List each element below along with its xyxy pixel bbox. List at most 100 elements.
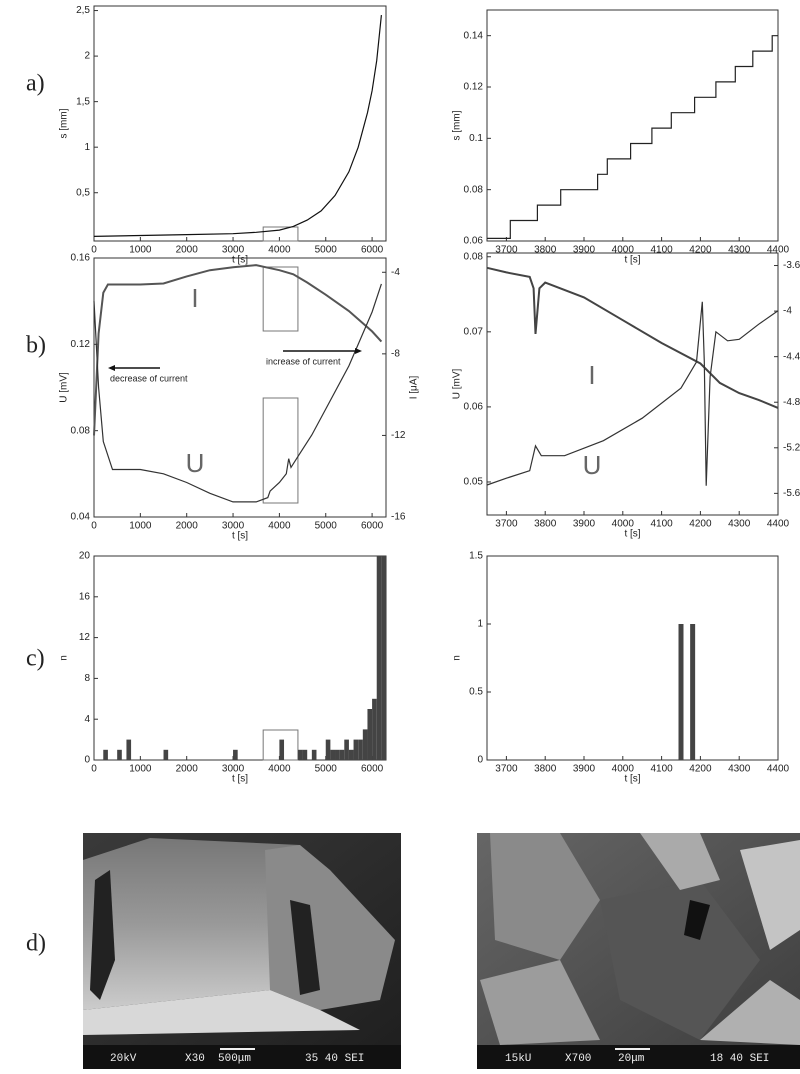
plot-frame bbox=[93, 5, 387, 242]
x-tick-label: 4400 bbox=[767, 519, 790, 530]
x-tick-label: 3800 bbox=[534, 519, 557, 530]
x-axis-label: t [s] bbox=[624, 255, 640, 266]
x-tick-label: 0 bbox=[91, 245, 97, 256]
x-tick-label: 2000 bbox=[176, 521, 199, 532]
x-axis-label: t [s] bbox=[232, 255, 248, 266]
x-tick-label: 4200 bbox=[689, 519, 712, 530]
panel-label: d) bbox=[26, 931, 46, 957]
x-axis-label: t [s] bbox=[232, 774, 248, 785]
x-tick-label: 3900 bbox=[573, 764, 596, 775]
histogram-bar bbox=[367, 709, 373, 760]
grain-facet bbox=[740, 840, 800, 950]
y-tick-label: 0.06 bbox=[464, 236, 484, 247]
x-axis-label: t [s] bbox=[232, 531, 248, 542]
plot-frame bbox=[486, 252, 779, 516]
x-tick-label: 0 bbox=[91, 521, 97, 532]
curve-label: I bbox=[588, 360, 595, 390]
y2-tick-label: -5.2 bbox=[783, 442, 800, 453]
data-line bbox=[486, 266, 779, 409]
panel-label: a) bbox=[26, 71, 45, 97]
data-line bbox=[93, 264, 383, 436]
x-tick-label: 1000 bbox=[129, 245, 152, 256]
grain-facet bbox=[480, 960, 600, 1045]
annotation: increase of current bbox=[266, 356, 341, 366]
y-tick-label: 1,5 bbox=[76, 96, 90, 107]
image-label: 20kV bbox=[110, 1053, 137, 1065]
x-tick-label: 3700 bbox=[495, 519, 518, 530]
histogram-bar bbox=[233, 749, 238, 760]
y-tick-label: 4 bbox=[84, 714, 90, 725]
image-label: 15kU bbox=[505, 1053, 531, 1065]
y-axis-label: s [mm] bbox=[452, 110, 463, 140]
x-tick-label: 4100 bbox=[650, 245, 673, 256]
wire-edge bbox=[83, 990, 360, 1035]
annotation: decrease of current bbox=[110, 373, 188, 383]
x-tick-label: 3700 bbox=[495, 245, 518, 256]
histogram-bar bbox=[117, 749, 122, 760]
image-label: 18 40 SEI bbox=[710, 1053, 769, 1065]
y2-tick-label: -12 bbox=[391, 430, 406, 441]
x-tick-label: 1000 bbox=[129, 521, 152, 532]
x-tick-label: 6000 bbox=[361, 245, 384, 256]
histogram-bar bbox=[376, 556, 382, 760]
sem-image: 15kU X700 20μm 18 40 SEI bbox=[477, 833, 800, 1069]
y-tick-label: 0.08 bbox=[71, 425, 91, 436]
curve-label: U bbox=[186, 448, 205, 478]
x-tick-label: 4200 bbox=[689, 764, 712, 775]
grain-gap bbox=[684, 900, 710, 940]
x-axis-label: t [s] bbox=[624, 529, 640, 540]
x-tick-label: 5000 bbox=[315, 521, 338, 532]
zoom-box bbox=[262, 397, 299, 504]
y-axis-label: n bbox=[59, 655, 70, 661]
x-tick-label: 3000 bbox=[222, 521, 245, 532]
y-tick-label: 2,5 bbox=[76, 5, 90, 16]
y-tick-label: 0.05 bbox=[464, 477, 484, 488]
curve-label: U bbox=[583, 450, 602, 480]
x-tick-label: 4000 bbox=[268, 764, 291, 775]
histogram-bar bbox=[163, 749, 169, 760]
y-tick-label: 0.08 bbox=[464, 184, 484, 195]
data-line bbox=[93, 15, 382, 237]
x-tick-label: 4300 bbox=[728, 245, 751, 256]
x-tick-label: 3000 bbox=[222, 764, 245, 775]
y-tick-label: 8 bbox=[84, 673, 90, 684]
histogram-bar bbox=[381, 556, 386, 760]
panel-label: c) bbox=[26, 646, 45, 672]
y-tick-label: 1.5 bbox=[469, 551, 483, 562]
y-axis-label: s [mm] bbox=[59, 108, 70, 138]
y-tick-label: 0.04 bbox=[71, 512, 91, 523]
x-tick-label: 4100 bbox=[650, 764, 673, 775]
image-label: 35 40 SEI bbox=[305, 1053, 364, 1065]
image-label: X30 bbox=[185, 1053, 205, 1065]
arrowhead bbox=[355, 348, 362, 354]
x-tick-label: 3700 bbox=[495, 764, 518, 775]
histogram-bar bbox=[344, 739, 349, 760]
x-tick-label: 3800 bbox=[534, 245, 557, 256]
x-tick-label: 4000 bbox=[612, 764, 635, 775]
y-tick-label: 0.14 bbox=[464, 30, 484, 41]
x-tick-label: 4000 bbox=[612, 519, 635, 530]
y-tick-label: 1 bbox=[477, 619, 483, 630]
wire-surface bbox=[83, 838, 300, 1010]
y-tick-label: 0.08 bbox=[464, 251, 484, 262]
x-tick-label: 3900 bbox=[573, 519, 596, 530]
crack bbox=[90, 870, 115, 1000]
x-tick-label: 4300 bbox=[728, 764, 751, 775]
image-label: X700 bbox=[565, 1053, 591, 1065]
y-tick-label: 0.07 bbox=[464, 326, 484, 337]
arrowhead bbox=[108, 365, 115, 371]
histogram-bar bbox=[372, 698, 377, 760]
y-tick-label: 20 bbox=[79, 551, 91, 562]
x-tick-label: 0 bbox=[91, 764, 97, 775]
histogram-bar bbox=[311, 749, 317, 760]
x-tick-label: 4400 bbox=[767, 764, 790, 775]
y-tick-label: 16 bbox=[79, 591, 91, 602]
x-tick-label: 6000 bbox=[361, 521, 384, 532]
histogram-bar bbox=[325, 739, 331, 760]
histogram-bar bbox=[335, 749, 340, 760]
bar bbox=[678, 624, 684, 760]
plot-frame bbox=[93, 257, 387, 518]
histogram-bar bbox=[358, 739, 363, 760]
y2-tick-label: -3.6 bbox=[783, 260, 800, 271]
